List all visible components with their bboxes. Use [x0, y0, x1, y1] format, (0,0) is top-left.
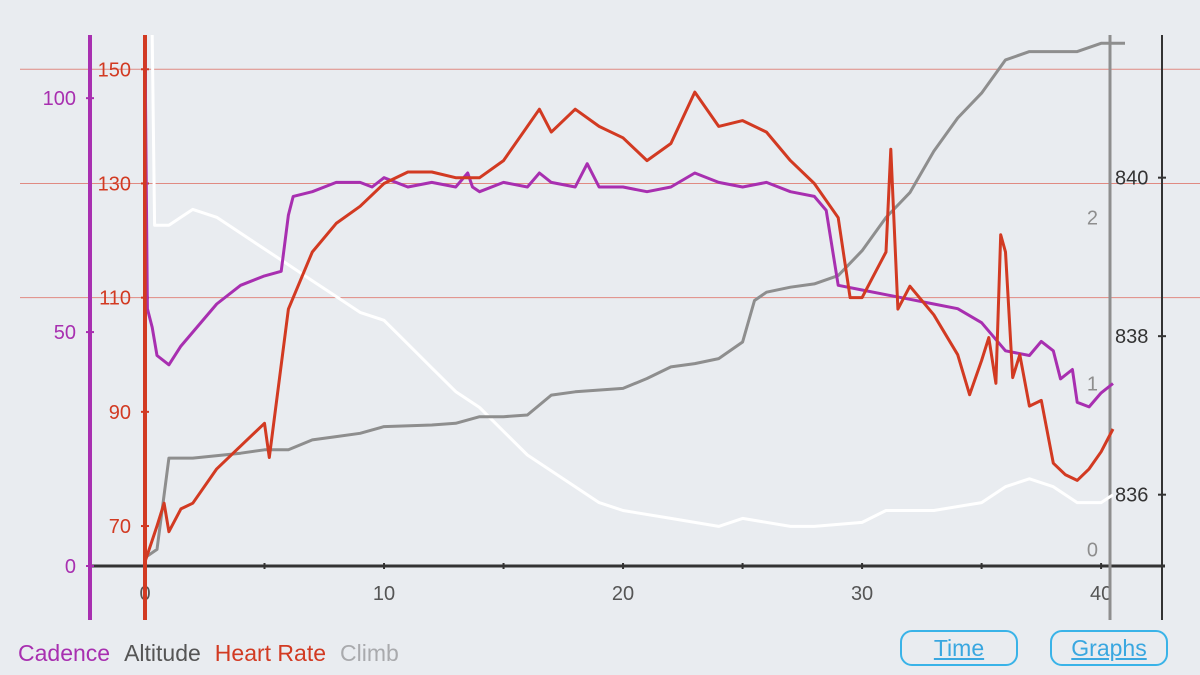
- series-altitude-line: [150, 34, 1114, 528]
- heart-rate-tick-label: 130: [98, 173, 131, 195]
- altitude-tick-label: 840: [1115, 168, 1148, 190]
- heart-rate-tick-label: 90: [109, 402, 131, 424]
- legend-altitude: Altitude: [124, 640, 201, 666]
- cadence-tick-label: 0: [65, 556, 76, 578]
- x-tick-label: 20: [612, 583, 634, 605]
- cadence-tick-label: 50: [54, 322, 76, 344]
- climb-tick-label: 0: [1087, 539, 1098, 561]
- x-tick-label: 10: [373, 583, 395, 605]
- heart-rate-tick-label: 150: [98, 59, 131, 81]
- heart-rate-tick-label: 70: [109, 516, 131, 538]
- x-tick-label: 30: [851, 583, 873, 605]
- legend-climb: Climb: [340, 640, 399, 666]
- altitude-tick-label: 838: [1115, 326, 1148, 348]
- legend-cadence: Cadence: [18, 640, 111, 666]
- climb-tick-label: 1: [1087, 373, 1098, 395]
- activity-graph: 0102030400501007090110130150012836838840: [20, 34, 1200, 620]
- x-tick-label: 40: [1090, 583, 1112, 605]
- series-cadence-line: [143, 46, 1114, 409]
- graphs-button[interactable]: Graphs: [1050, 630, 1168, 666]
- series-climb-line: [144, 41, 1125, 559]
- series-heart-rate-line: [143, 40, 1115, 562]
- heart-rate-tick-label: 110: [99, 288, 131, 310]
- legend: Cadence Altitude Heart Rate Climb: [18, 640, 399, 667]
- legend-heart-rate: Heart Rate: [214, 640, 327, 666]
- cadence-tick-label: 100: [43, 88, 76, 110]
- climb-tick-label: 2: [1087, 208, 1098, 230]
- altitude-tick-label: 836: [1115, 485, 1148, 507]
- time-button[interactable]: Time: [900, 630, 1018, 666]
